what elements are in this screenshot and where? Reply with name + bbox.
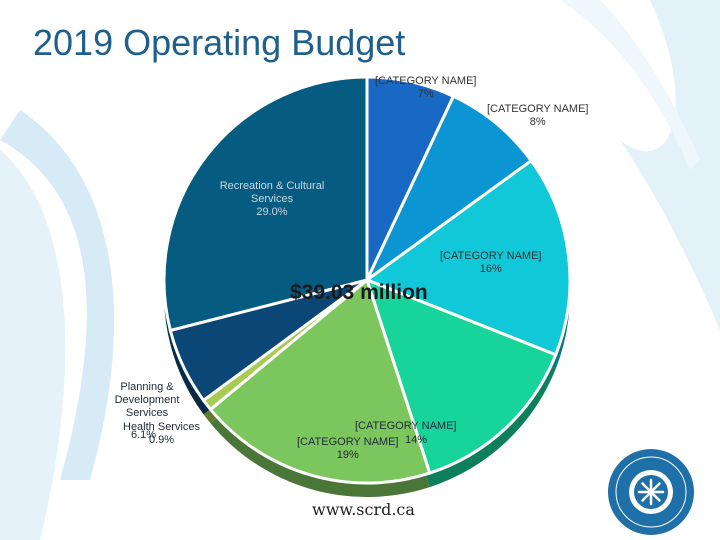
slice-label-0: [CATEGORY NAME] 7% xyxy=(375,75,476,101)
center-total-label: $39.03 million xyxy=(290,281,428,304)
slice-label-6: Planning & Development Services xyxy=(110,381,184,420)
slice-6-name: Planning & Development Services xyxy=(114,381,180,419)
slice-0-name: [CATEGORY NAME] xyxy=(375,75,477,87)
pie-slice-7[interactable] xyxy=(162,75,369,333)
slice-5-pct: 0.9% xyxy=(148,434,175,446)
slice-3-name: [CATEGORY NAME] xyxy=(355,420,457,432)
slice-0-pct: 7% xyxy=(417,88,434,100)
slice-label-2: [CATEGORY NAME] 16% xyxy=(440,250,541,276)
pie-slice-2[interactable] xyxy=(363,158,572,357)
page-title: 2019 Operating Budget xyxy=(33,22,406,63)
slice-label-3: [CATEGORY NAME] xyxy=(355,420,456,433)
slice-5-name: Health Services xyxy=(123,421,201,433)
slice-1-pct: 8% xyxy=(529,116,546,128)
slice-label-1: [CATEGORY NAME] 8% xyxy=(487,103,588,129)
slice-1-name: [CATEGORY NAME] xyxy=(487,103,589,115)
slice-4-pct: 19% xyxy=(336,449,359,461)
slice-7-name: Recreation & Cultural Services xyxy=(219,180,325,205)
slice-label-3-pct: 14% xyxy=(405,434,427,447)
pie-slice-1[interactable] xyxy=(365,94,534,282)
slice-label-5: Health Services 0.9% xyxy=(123,421,200,447)
slice-label-4: [CATEGORY NAME] 19% xyxy=(297,436,398,462)
slice-4-name: [CATEGORY NAME] xyxy=(297,436,399,448)
slice-2-pct: 16% xyxy=(479,263,502,275)
slice-2-name: [CATEGORY NAME] xyxy=(440,250,542,262)
district-logo xyxy=(608,449,694,535)
pie-slice-4[interactable] xyxy=(208,277,432,485)
website-url[interactable]: www.scrd.ca xyxy=(312,500,415,519)
slice-label-6-pct: 6.1% xyxy=(131,429,156,442)
slice-6-pct: 6.1% xyxy=(131,429,157,441)
slice-7-pct: 29.0% xyxy=(256,206,288,218)
slice-3-pct: 14% xyxy=(405,434,428,446)
slice-label-7: Recreation & Cultural Services 29.0% xyxy=(212,180,332,219)
